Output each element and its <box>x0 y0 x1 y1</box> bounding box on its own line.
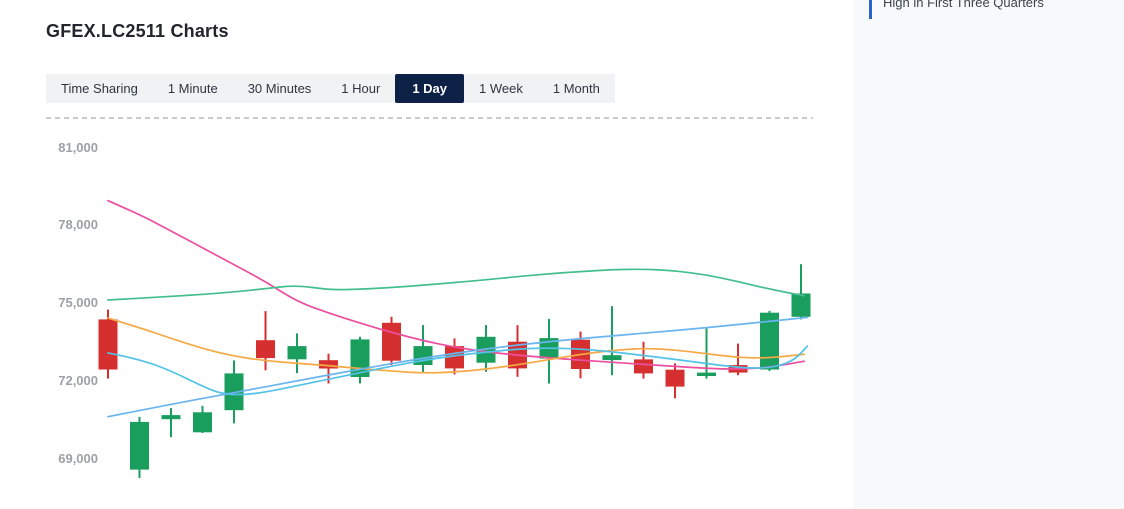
news-item[interactable]: High in First Three Quarters <box>869 0 1044 19</box>
candle <box>413 325 433 374</box>
candle <box>319 353 338 384</box>
candle <box>98 309 118 379</box>
candle <box>791 264 811 320</box>
y-axis-label-75000: 75,000 <box>58 295 98 311</box>
y-axis-label-69000: 69,000 <box>58 450 98 466</box>
accent-bar <box>869 0 872 19</box>
tab-1-hour[interactable]: 1 Hour <box>341 81 381 96</box>
candle <box>728 343 748 376</box>
candle <box>665 363 685 399</box>
y-axis-label-78000: 78,000 <box>58 217 98 233</box>
candle <box>697 328 716 379</box>
candle <box>224 360 244 424</box>
candle <box>161 408 181 438</box>
ma-pink-line <box>107 199 806 370</box>
interval-tabbar: Time Sharing 1 Minute 30 Minutes 1 Hour 1 Da… <box>46 74 615 103</box>
candle <box>445 338 464 375</box>
tab-1-week[interactable]: 1 Week <box>479 81 523 96</box>
candle <box>287 333 307 374</box>
candle <box>256 311 275 371</box>
ma-orange-line <box>107 317 806 374</box>
candlestick-chart[interactable]: 81,000 78,000 75,000 72,000 69,000 <box>0 0 853 509</box>
candle <box>602 306 622 376</box>
candle <box>634 341 653 379</box>
dashed-separator <box>46 117 813 119</box>
y-axis-label-81000: 81,000 <box>58 139 98 155</box>
tab-30-minutes[interactable]: 30 Minutes <box>247 81 312 96</box>
ma-green-line <box>107 268 806 301</box>
page-title: GFEX.LC2511 Charts <box>46 21 229 41</box>
candle <box>193 405 212 433</box>
chart-canvas <box>98 199 811 479</box>
candle <box>571 331 590 379</box>
tab-1-day[interactable]: 1 Day <box>395 74 465 103</box>
news-item-title: High in First Three Quarters <box>883 0 1044 10</box>
y-axis-label-72000: 72,000 <box>58 372 98 388</box>
candle <box>508 325 527 377</box>
tab-1-month[interactable]: 1 Month <box>552 81 600 96</box>
tab-time-sharing[interactable]: Time Sharing <box>61 81 138 96</box>
ma-cyan-line <box>107 345 809 396</box>
tab-1-minute[interactable]: 1 Minute <box>167 81 218 96</box>
ma-skyblue-line <box>107 316 809 418</box>
candle <box>350 336 370 384</box>
candle <box>539 318 559 384</box>
candle <box>130 416 149 479</box>
candle <box>382 316 401 366</box>
candle <box>476 325 496 372</box>
side-panel: High in First Three Quarters <box>853 0 1124 509</box>
candle <box>760 310 779 371</box>
